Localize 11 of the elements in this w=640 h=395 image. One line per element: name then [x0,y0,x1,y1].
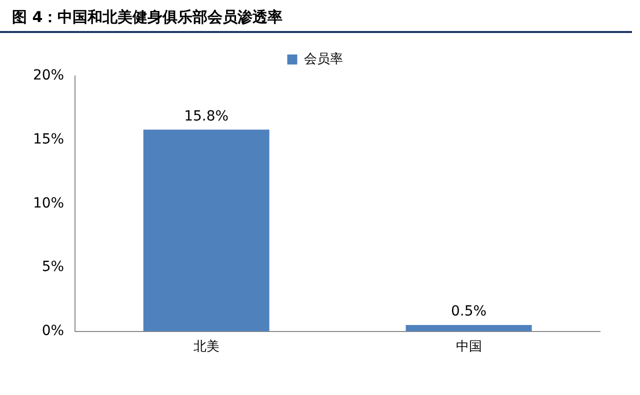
chart-title: 图 4：中国和北美健身俱乐部会员渗透率 [0,0,632,33]
data-label: 15.8% [184,108,229,124]
x-tick-label: 中国 [456,340,482,355]
y-tick-label: 20% [32,68,64,84]
y-tick-label: 10% [32,195,64,212]
y-tick-label: 15% [32,131,64,148]
y-tick-label: 5% [42,259,64,276]
legend-label: 会员率 [304,50,343,67]
y-tick-label: 0% [42,323,64,340]
data-label: 0.5% [450,304,487,320]
x-tick-label: 北美 [193,338,220,355]
